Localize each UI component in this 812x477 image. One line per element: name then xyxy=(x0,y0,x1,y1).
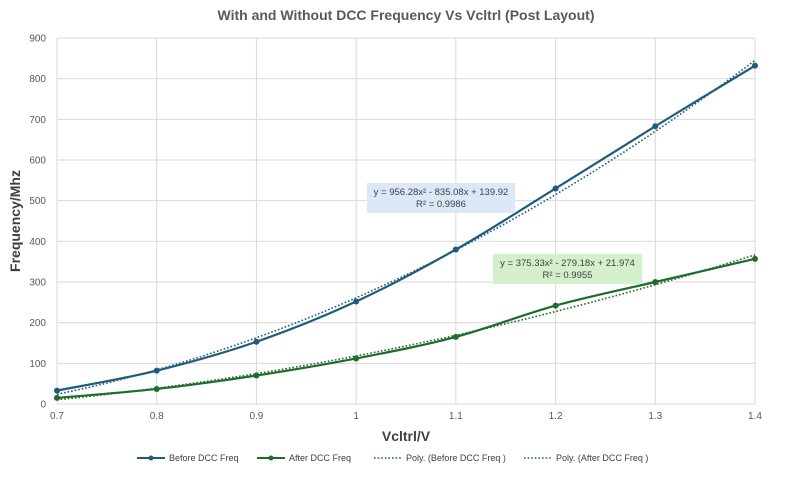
data-point xyxy=(353,355,360,362)
trendline-1 xyxy=(56,59,756,396)
chart-title: With and Without DCC Frequency Vs Vcltrl… xyxy=(218,7,595,23)
legend: Before DCC Freq After DCC Freq Poly. (Befo… xyxy=(137,453,648,463)
trendline-r-squared-2: R² = 0.9955 xyxy=(543,270,593,281)
legend-label-3: Poly. (Before DCC Freq ) xyxy=(406,453,506,463)
x-tick-label: 1 xyxy=(353,411,359,422)
x-tick-label: 1.3 xyxy=(648,411,662,422)
trendlines xyxy=(56,59,756,401)
x-tick-label: 0.7 xyxy=(50,411,64,422)
y-axis-ticks: 0 100 200 300 400 500 600 700 800 900 xyxy=(29,34,46,411)
y-tick-label: 600 xyxy=(29,156,46,167)
y-tick-label: 100 xyxy=(29,359,46,370)
y-axis-title: Frequency/Mhz xyxy=(7,170,23,272)
data-point xyxy=(752,62,758,69)
x-tick-label: 1.1 xyxy=(449,411,463,422)
legend-label-2: After DCC Freq xyxy=(289,453,351,463)
series-line-1 xyxy=(56,64,756,392)
series-line-2 xyxy=(56,257,756,399)
x-tick-label: 1.4 xyxy=(748,411,762,422)
legend-marker-2 xyxy=(268,455,274,461)
data-point xyxy=(54,394,60,401)
legend-label-1: Before DCC Freq xyxy=(169,453,239,463)
data-point xyxy=(752,255,758,262)
y-tick-label: 800 xyxy=(29,74,46,85)
y-tick-label: 200 xyxy=(29,318,46,329)
data-point xyxy=(652,123,659,130)
x-tick-label: 0.8 xyxy=(150,411,164,422)
trendline-label-box-2 xyxy=(493,254,642,284)
y-tick-label: 300 xyxy=(29,278,46,289)
data-point xyxy=(652,279,659,285)
trendline-2 xyxy=(56,254,756,401)
data-point xyxy=(353,298,360,305)
x-tick-label: 1.2 xyxy=(549,411,563,422)
data-point xyxy=(552,185,559,192)
trendline-r-squared-1: R² = 0.9986 xyxy=(416,199,466,210)
y-tick-label: 0 xyxy=(40,400,46,411)
y-tick-label: 400 xyxy=(29,237,46,248)
x-axis-title: Vcltrl/V xyxy=(382,428,431,444)
trendline-label-box-1 xyxy=(367,183,515,213)
y-tick-label: 500 xyxy=(29,196,46,207)
data-point xyxy=(54,387,60,394)
data-point xyxy=(253,338,260,345)
data-point xyxy=(253,372,260,379)
y-tick-label: 700 xyxy=(29,115,46,126)
x-axis-ticks: 0.7 0.8 0.9 1 1.1 1.2 1.3 1.4 xyxy=(50,411,762,422)
trendline-equation-1: y = 956.28x² - 835.08x + 139.92 xyxy=(374,187,509,198)
trendline-equation-2: y = 375.33x² - 279.18x + 21.974 xyxy=(500,258,635,269)
data-point xyxy=(552,302,559,309)
data-point xyxy=(452,333,459,340)
y-tick-label: 900 xyxy=(29,34,46,45)
data-point xyxy=(153,367,160,374)
series xyxy=(54,62,758,401)
legend-marker-1 xyxy=(148,455,154,461)
legend-label-4: Poly. (After DCC Freq ) xyxy=(556,453,648,463)
x-tick-label: 0.9 xyxy=(249,411,263,422)
data-point xyxy=(153,385,160,392)
data-point xyxy=(452,246,459,253)
